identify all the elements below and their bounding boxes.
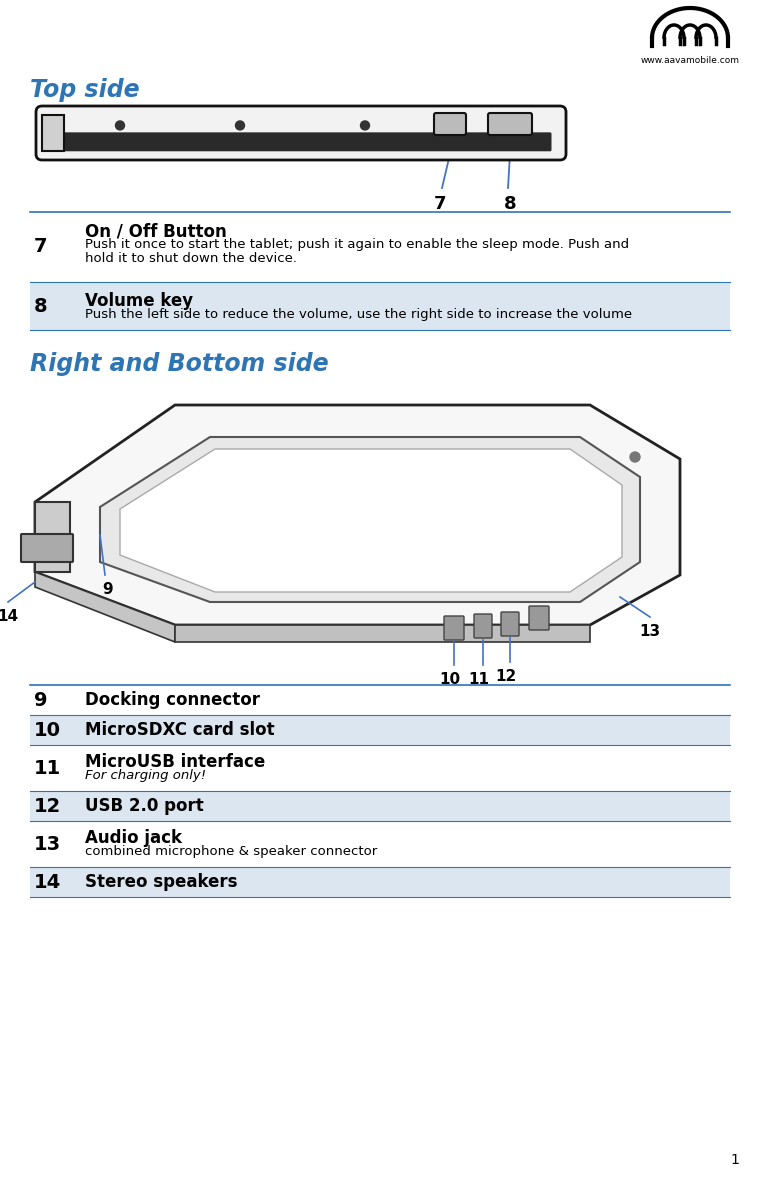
Text: 13: 13 <box>34 835 61 854</box>
FancyBboxPatch shape <box>21 534 73 562</box>
Circle shape <box>360 121 370 130</box>
Polygon shape <box>35 502 70 572</box>
Bar <box>30 821 730 867</box>
Text: 1: 1 <box>731 1153 739 1167</box>
Circle shape <box>235 121 245 130</box>
Text: 10: 10 <box>34 721 61 740</box>
Text: Right and Bottom side: Right and Bottom side <box>30 352 328 377</box>
Text: 10: 10 <box>440 673 460 687</box>
Circle shape <box>630 452 640 462</box>
FancyBboxPatch shape <box>474 614 492 638</box>
Bar <box>30 791 730 821</box>
Text: 14: 14 <box>34 873 61 892</box>
Text: combined microphone & speaker connector: combined microphone & speaker connector <box>85 845 377 858</box>
Polygon shape <box>175 625 590 642</box>
Text: Docking connector: Docking connector <box>85 691 260 709</box>
FancyBboxPatch shape <box>36 107 566 160</box>
Text: Top side: Top side <box>30 78 139 102</box>
Text: Push it once to start the tablet; push it again to enable the sleep mode. Push a: Push it once to start the tablet; push i… <box>85 238 629 251</box>
FancyBboxPatch shape <box>444 616 464 641</box>
Text: Stereo speakers: Stereo speakers <box>85 873 238 892</box>
Circle shape <box>116 121 124 130</box>
FancyBboxPatch shape <box>50 133 552 152</box>
Polygon shape <box>120 449 622 592</box>
Text: 11: 11 <box>34 759 61 778</box>
Text: 9: 9 <box>103 583 114 597</box>
Polygon shape <box>35 572 175 642</box>
Text: 11: 11 <box>469 673 489 687</box>
Bar <box>30 745 730 791</box>
FancyBboxPatch shape <box>529 606 549 630</box>
FancyBboxPatch shape <box>434 112 466 135</box>
Text: USB 2.0 port: USB 2.0 port <box>85 797 203 815</box>
Text: For charging only!: For charging only! <box>85 768 207 781</box>
Text: 7: 7 <box>434 195 447 213</box>
Text: 13: 13 <box>639 624 661 639</box>
Bar <box>30 282 730 330</box>
Text: hold it to shut down the device.: hold it to shut down the device. <box>85 252 297 265</box>
Polygon shape <box>35 405 680 625</box>
Text: 12: 12 <box>495 669 517 684</box>
Bar <box>30 686 730 715</box>
Bar <box>30 715 730 745</box>
Bar <box>30 212 730 282</box>
Text: 7: 7 <box>34 238 47 257</box>
Text: Volume key: Volume key <box>85 292 193 310</box>
Text: www.aavamobile.com: www.aavamobile.com <box>641 56 739 65</box>
Text: 8: 8 <box>504 195 517 213</box>
Text: MicroUSB interface: MicroUSB interface <box>85 753 265 771</box>
Bar <box>42 115 64 152</box>
Text: Audio jack: Audio jack <box>85 829 182 847</box>
Text: 12: 12 <box>34 797 61 816</box>
Bar <box>30 867 730 897</box>
Polygon shape <box>100 437 640 601</box>
Text: 14: 14 <box>0 609 18 624</box>
Text: On / Off Button: On / Off Button <box>85 223 227 240</box>
FancyBboxPatch shape <box>501 612 519 636</box>
Text: 8: 8 <box>34 296 47 315</box>
FancyBboxPatch shape <box>488 112 532 135</box>
Text: MicroSDXC card slot: MicroSDXC card slot <box>85 721 274 739</box>
Text: 9: 9 <box>34 690 47 709</box>
Text: Push the left side to reduce the volume, use the right side to increase the volu: Push the left side to reduce the volume,… <box>85 308 632 321</box>
